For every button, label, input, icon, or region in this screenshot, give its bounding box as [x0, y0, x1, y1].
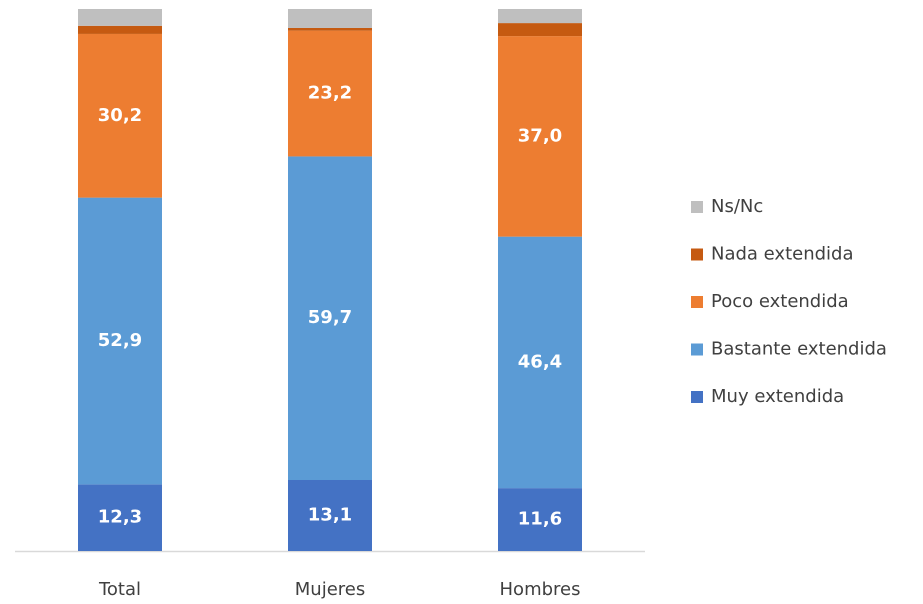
x-tick-label: Mujeres [295, 579, 365, 600]
bar-segment [78, 197, 162, 485]
data-label: 12,3 [98, 507, 142, 528]
data-label: 30,2 [98, 105, 142, 126]
legend-label: Ns/Nc [711, 196, 763, 217]
bar-segment [288, 479, 372, 551]
bar-segment [288, 156, 372, 480]
bar-segment [78, 25, 162, 34]
data-label: 37,0 [518, 125, 562, 146]
bar-segment [498, 488, 582, 551]
legend-swatch [691, 343, 703, 356]
bar-segment [498, 9, 582, 24]
data-label: 46,4 [518, 351, 562, 372]
bar-segment [288, 27, 372, 31]
data-label: 59,7 [308, 307, 352, 328]
bar-segment [78, 484, 162, 551]
bar-segment [498, 36, 582, 237]
legend-label: Muy extendida [711, 386, 844, 407]
legend-swatch [691, 391, 703, 403]
data-label: 52,9 [98, 330, 142, 351]
bar-segment [288, 30, 372, 157]
legend-label: Bastante extendida [711, 339, 887, 360]
bar-segment [78, 33, 162, 198]
bar-segment [288, 9, 372, 28]
bar-segment [78, 9, 162, 26]
bar-segment [498, 23, 582, 37]
legend-swatch [691, 296, 703, 308]
bar-segment [498, 236, 582, 489]
legend-swatch [691, 201, 703, 213]
data-label: 11,6 [518, 509, 562, 530]
data-label: 13,1 [308, 504, 352, 525]
legend-label: Nada extendida [711, 244, 854, 265]
x-tick-label: Hombres [500, 579, 581, 600]
x-tick-label: Total [98, 579, 141, 600]
legend-label: Poco extendida [711, 291, 849, 312]
data-label: 23,2 [308, 83, 352, 104]
legend-swatch [691, 248, 703, 261]
